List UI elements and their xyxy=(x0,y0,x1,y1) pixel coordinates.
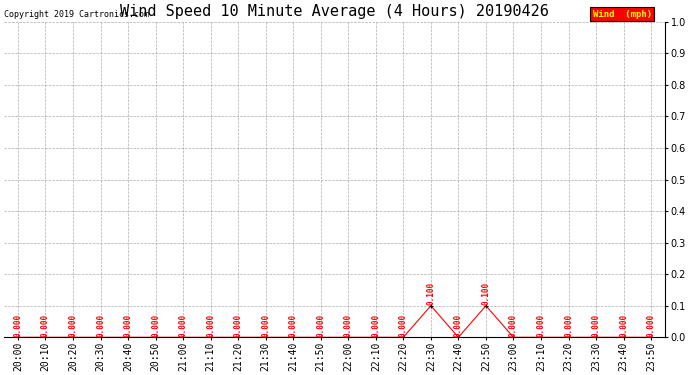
Text: 0.000: 0.000 xyxy=(124,314,132,337)
Text: 0.000: 0.000 xyxy=(399,314,408,337)
Text: Copyright 2019 Cartronics.com: Copyright 2019 Cartronics.com xyxy=(4,10,149,19)
Text: 0.000: 0.000 xyxy=(591,314,600,337)
Text: 0.000: 0.000 xyxy=(454,314,463,337)
Text: 0.000: 0.000 xyxy=(179,314,188,337)
Text: 0.000: 0.000 xyxy=(234,314,243,337)
Text: 0.000: 0.000 xyxy=(509,314,518,337)
Text: 0.000: 0.000 xyxy=(344,314,353,337)
Text: 0.000: 0.000 xyxy=(564,314,573,337)
Text: 0.000: 0.000 xyxy=(537,314,546,337)
Text: 0.000: 0.000 xyxy=(13,314,23,337)
Text: 0.000: 0.000 xyxy=(96,314,105,337)
Text: 0.000: 0.000 xyxy=(619,314,628,337)
Text: 0.000: 0.000 xyxy=(41,314,50,337)
Text: 0.100: 0.100 xyxy=(426,282,435,305)
Text: 0.000: 0.000 xyxy=(371,314,380,337)
Text: 0.000: 0.000 xyxy=(647,314,656,337)
Text: 0.000: 0.000 xyxy=(68,314,77,337)
Text: 0.000: 0.000 xyxy=(288,314,298,337)
Text: 0.000: 0.000 xyxy=(206,314,215,337)
Text: Wind  (mph): Wind (mph) xyxy=(593,10,651,19)
Text: 0.000: 0.000 xyxy=(316,314,325,337)
Text: 0.100: 0.100 xyxy=(482,282,491,305)
Text: 0.000: 0.000 xyxy=(151,314,160,337)
Title: Wind Speed 10 Minute Average (4 Hours) 20190426: Wind Speed 10 Minute Average (4 Hours) 2… xyxy=(120,4,549,19)
Text: 0.000: 0.000 xyxy=(262,314,270,337)
